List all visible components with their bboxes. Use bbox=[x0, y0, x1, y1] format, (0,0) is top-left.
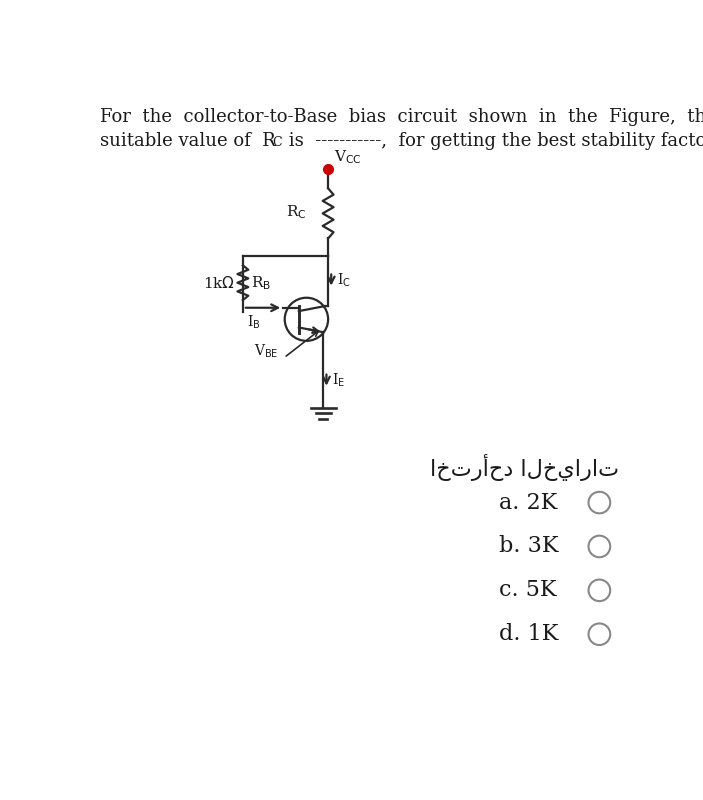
Text: V$_{\rm CC}$: V$_{\rm CC}$ bbox=[333, 148, 361, 166]
Text: 1k$\Omega$: 1k$\Omega$ bbox=[203, 274, 235, 290]
Text: R$_{\rm B}$: R$_{\rm B}$ bbox=[251, 274, 271, 291]
Text: a. 2K: a. 2K bbox=[498, 491, 557, 514]
Text: I$_{\rm E}$: I$_{\rm E}$ bbox=[332, 371, 345, 389]
Text: c. 5K: c. 5K bbox=[498, 579, 556, 602]
Text: I$_{\rm C}$: I$_{\rm C}$ bbox=[337, 271, 351, 289]
Text: C: C bbox=[273, 137, 283, 150]
Text: is  -----------,  for getting the best stability factor (S).: is -----------, for getting the best sta… bbox=[283, 132, 703, 150]
Text: d. 1K: d. 1K bbox=[498, 623, 558, 646]
Text: For  the  collector-to-Base  bias  circuit  shown  in  the  Figure,  the  most: For the collector-to-Base bias circuit s… bbox=[100, 107, 703, 126]
Text: اخترأحد الخيارات: اخترأحد الخيارات bbox=[430, 454, 619, 481]
Text: suitable value of  R: suitable value of R bbox=[100, 132, 276, 150]
Text: b. 3K: b. 3K bbox=[498, 535, 558, 558]
Text: V$_{\rm BE}$: V$_{\rm BE}$ bbox=[254, 343, 279, 360]
Text: I$_{\rm B}$: I$_{\rm B}$ bbox=[247, 313, 260, 330]
Text: R$_{\rm C}$: R$_{\rm C}$ bbox=[286, 203, 307, 221]
